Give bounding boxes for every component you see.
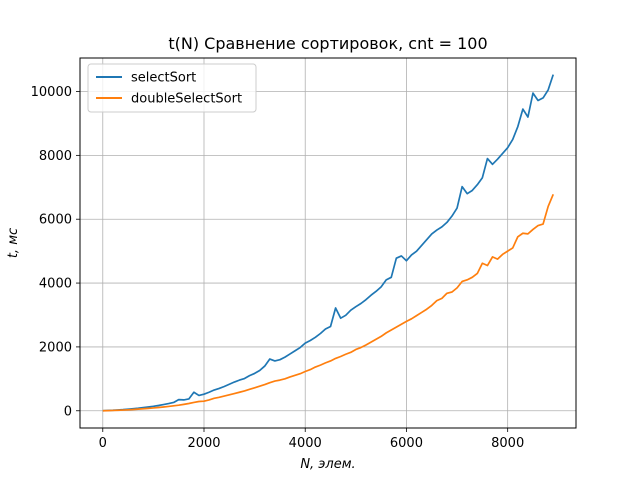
y-tick-label: 10000: [31, 85, 72, 100]
series-line-selectsort: [102, 74, 555, 412]
y-tick-label: 0: [64, 404, 72, 419]
x-tick-label: 4000: [289, 436, 322, 451]
axes-frame: [79, 57, 577, 429]
y-tick-label: 2000: [39, 340, 72, 355]
legend-box: [87, 63, 257, 113]
x-tick-label: 2000: [187, 436, 220, 451]
legend: selectSort doubleSelectSort: [87, 63, 257, 113]
y-tick-label: 8000: [39, 149, 72, 164]
grid: [80, 58, 576, 428]
legend-label-selectsort: selectSort: [131, 71, 196, 86]
x-tick-label: 6000: [390, 436, 423, 451]
y-tick-label: 6000: [39, 213, 72, 228]
x-tick-label: 0: [99, 436, 107, 451]
legend-label-doubleselectsort: doubleSelectSort: [131, 92, 242, 107]
y-ticks: 0 2000 4000 6000 8000 10000: [31, 85, 80, 419]
x-tick-label: 8000: [491, 436, 524, 451]
chart-title: t(N) Сравнение сортировок, cnt = 100: [168, 34, 487, 53]
plot-series: [102, 74, 555, 412]
series-line-doubleselectsort: [102, 193, 555, 412]
x-axis-label: N, элем.: [300, 457, 355, 472]
x-ticks: 0 2000 4000 6000 8000: [99, 428, 524, 451]
y-axis-label: t, мс: [6, 228, 21, 258]
y-tick-label: 4000: [39, 277, 72, 292]
